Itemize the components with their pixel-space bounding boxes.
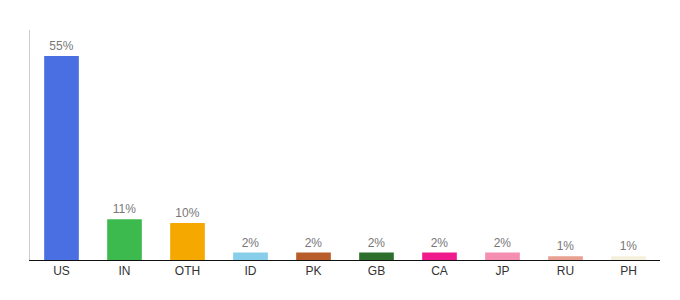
svg-text:2%: 2% <box>242 236 260 250</box>
svg-text:PH: PH <box>620 264 637 278</box>
svg-text:CA: CA <box>431 264 448 278</box>
svg-text:IN: IN <box>119 264 131 278</box>
svg-text:1%: 1% <box>620 239 638 253</box>
svg-text:1%: 1% <box>557 239 575 253</box>
svg-text:2%: 2% <box>305 236 323 250</box>
svg-text:ID: ID <box>245 264 257 278</box>
svg-text:RU: RU <box>557 264 574 278</box>
svg-text:2%: 2% <box>494 236 512 250</box>
svg-text:11%: 11% <box>113 202 136 216</box>
svg-text:2%: 2% <box>368 236 386 250</box>
svg-text:55%: 55% <box>49 39 73 53</box>
svg-text:JP: JP <box>495 264 509 278</box>
svg-text:2%: 2% <box>431 236 449 250</box>
svg-text:OTH: OTH <box>175 264 200 278</box>
svg-text:GB: GB <box>368 264 385 278</box>
svg-text:10%: 10% <box>175 206 199 220</box>
svg-text:US: US <box>53 264 70 278</box>
svg-text:PK: PK <box>305 264 321 278</box>
